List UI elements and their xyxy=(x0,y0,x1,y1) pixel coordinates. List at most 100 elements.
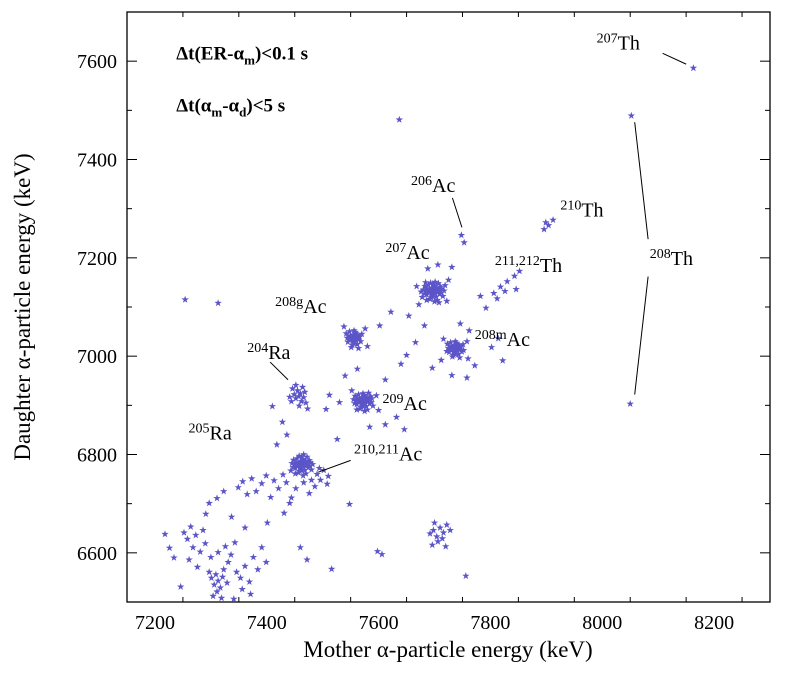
condition-label: Δt(αm-αd)<5 s xyxy=(176,95,285,119)
data-point-marker xyxy=(424,285,432,293)
data-point-marker xyxy=(300,393,308,401)
data-point-marker xyxy=(421,282,429,290)
data-point-marker xyxy=(360,395,369,403)
data-point-marker xyxy=(263,518,272,526)
x-tick-label: 7800 xyxy=(470,612,510,634)
data-point-marker xyxy=(460,238,468,246)
data-point-marker xyxy=(345,327,354,335)
data-point-marker xyxy=(273,440,281,448)
y-tick-label: 6600 xyxy=(77,543,117,565)
data-point-marker xyxy=(347,343,355,351)
data-point-marker xyxy=(288,459,296,467)
data-point-marker xyxy=(217,594,226,602)
data-point-marker xyxy=(490,289,498,297)
data-point-marker xyxy=(205,499,213,507)
data-point-marker xyxy=(471,361,479,369)
data-point-marker xyxy=(443,347,451,355)
data-point-marker xyxy=(411,338,420,346)
data-point-marker xyxy=(280,509,288,517)
data-point-marker xyxy=(287,466,295,474)
data-point-marker xyxy=(430,285,439,293)
data-point-marker xyxy=(352,396,360,404)
data-point-marker xyxy=(301,388,309,396)
data-point-marker xyxy=(448,371,456,379)
data-point-marker xyxy=(246,590,255,598)
data-point-marker xyxy=(453,342,461,350)
data-point-marker xyxy=(293,386,302,394)
data-point-marker xyxy=(220,565,228,573)
data-point-marker xyxy=(290,390,298,398)
leader-line xyxy=(451,197,463,228)
data-point-marker xyxy=(177,582,185,590)
data-point-marker xyxy=(291,460,299,468)
data-point-marker xyxy=(230,595,238,603)
data-point-marker xyxy=(355,398,363,406)
data-point-marker xyxy=(463,337,471,345)
data-point-marker xyxy=(291,464,299,472)
data-point-marker xyxy=(297,453,306,461)
data-point-marker xyxy=(238,585,246,593)
x-tick-label: 7400 xyxy=(247,612,287,634)
data-point-marker xyxy=(286,499,294,507)
data-point-marker xyxy=(427,289,435,297)
data-point-marker xyxy=(345,332,353,340)
x-tick-label: 7200 xyxy=(135,612,175,634)
data-point-marker xyxy=(218,573,227,581)
data-point-marker xyxy=(364,395,373,403)
x-tick-label: 8000 xyxy=(582,612,622,634)
isotope-label: 206Ac xyxy=(411,174,455,197)
data-point-marker xyxy=(245,577,254,585)
data-point-marker xyxy=(439,335,448,343)
data-point-marker xyxy=(549,216,557,224)
data-point-marker xyxy=(355,333,364,341)
data-point-marker xyxy=(322,405,330,413)
data-point-marker xyxy=(298,383,307,391)
data-point-marker xyxy=(350,326,358,334)
data-point-marker xyxy=(421,278,430,286)
data-point-marker xyxy=(429,290,438,298)
y-tick-label: 6800 xyxy=(77,445,117,467)
data-point-marker xyxy=(449,347,458,355)
data-point-marker xyxy=(241,523,249,531)
data-point-marker xyxy=(422,286,430,294)
scatter-points xyxy=(161,64,698,603)
data-point-marker xyxy=(202,510,210,518)
isotope-label: 210,211Ac xyxy=(354,443,422,466)
data-point-marker xyxy=(193,563,202,571)
data-point-marker xyxy=(209,592,217,600)
data-point-marker xyxy=(494,334,502,342)
data-point-marker xyxy=(205,568,213,576)
data-point-marker xyxy=(270,476,278,484)
data-point-marker xyxy=(224,558,232,566)
data-point-marker xyxy=(420,321,429,329)
data-point-marker xyxy=(443,340,452,347)
isotope-label: 204Ra xyxy=(247,341,290,364)
data-point-marker xyxy=(366,423,374,431)
data-point-marker xyxy=(348,341,356,349)
data-point-marker xyxy=(689,64,698,72)
data-point-marker xyxy=(405,312,413,319)
data-point-marker xyxy=(423,296,431,304)
data-point-marker xyxy=(458,347,466,355)
data-point-marker xyxy=(395,115,403,123)
data-point-marker xyxy=(286,393,294,401)
data-point-marker xyxy=(439,292,447,300)
data-point-marker xyxy=(426,295,434,303)
plot-frame-and-axes: 7200 7400 7600 7800 8000 8200 6600 6800 7000 7200… xyxy=(77,11,771,634)
isotope-label: 208Th xyxy=(650,247,693,270)
data-point-marker xyxy=(459,340,467,348)
data-point-marker xyxy=(300,462,308,470)
data-point-marker xyxy=(418,293,426,301)
data-point-marker xyxy=(354,344,363,352)
data-point-marker xyxy=(434,285,443,293)
data-point-marker xyxy=(287,397,296,405)
data-point-marker xyxy=(212,570,220,578)
data-point-marker xyxy=(455,341,463,349)
data-point-marker xyxy=(445,348,453,356)
data-point-marker xyxy=(296,389,304,397)
data-point-marker xyxy=(457,343,465,351)
data-point-marker xyxy=(496,282,505,290)
data-point-marker xyxy=(311,482,319,490)
data-point-marker xyxy=(361,324,369,332)
data-point-marker xyxy=(353,400,361,408)
